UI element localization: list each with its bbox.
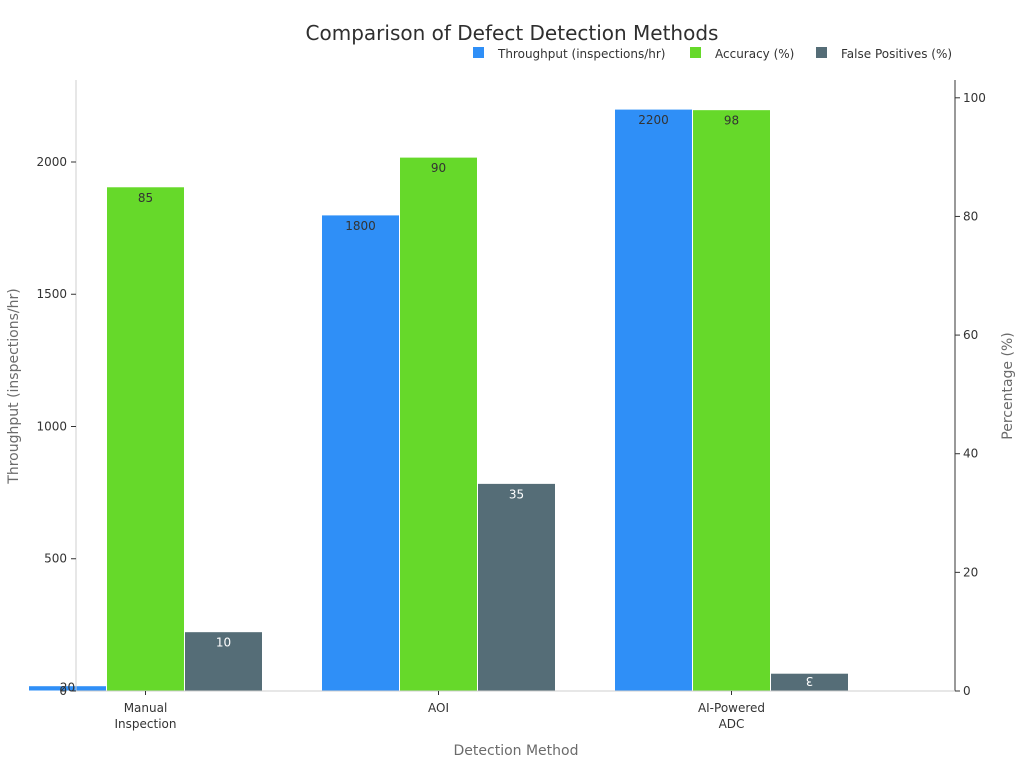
x-category-label: AI-Powered ADC (698, 701, 765, 731)
bar-value-label: 3 (806, 674, 814, 688)
y-axis-right-title: Percentage (%) (1000, 332, 1016, 439)
bar (321, 214, 400, 692)
x-category-label-line: AI-Powered (698, 701, 765, 715)
bar-value-label: 85 (138, 191, 153, 205)
y-left-tick-label: 1500 (36, 287, 67, 301)
y-right-tick-label: 40 (963, 447, 978, 461)
y-right-tick-label: 100 (963, 91, 986, 105)
y-left-tick-label: 2000 (36, 155, 67, 169)
y-right-tick-label: 80 (963, 209, 978, 223)
x-category-label-line: Inspection (115, 717, 177, 731)
x-category-label: AOI (428, 701, 449, 715)
y-right-tick-label: 60 (963, 328, 978, 342)
x-category-label: Manual Inspection (115, 701, 177, 731)
y-left-tick-label: 500 (44, 552, 67, 566)
bar-value-label: 10 (216, 636, 231, 650)
bar (399, 156, 478, 692)
x-category-label-line: Manual (124, 701, 168, 715)
legend-label: Accuracy (%) (715, 47, 794, 61)
y-left-tick-label: 0 (59, 684, 67, 698)
bar-value-label: 1800 (345, 219, 376, 233)
legend-label: Throughput (inspections/hr) (497, 47, 666, 61)
legend-label: False Positives (%) (841, 47, 952, 61)
legend: Throughput (inspections/hr) Accuracy (%) F… (473, 47, 952, 61)
y-left-tick-label: 1000 (36, 419, 67, 433)
bar-value-label: 35 (509, 487, 524, 501)
chart-title: Comparison of Defect Detection Methods (306, 21, 719, 45)
bar (477, 482, 556, 692)
x-category-label-line: ADC (719, 717, 745, 731)
legend-swatch (690, 47, 701, 58)
x-category-label-line: AOI (428, 701, 449, 715)
bar (692, 109, 771, 692)
y-axis-left-title: Throughput (inspections/hr) (6, 288, 22, 484)
bar-value-label: 98 (724, 114, 739, 128)
legend-swatch (473, 47, 484, 58)
bar (184, 631, 263, 692)
y-right-tick-label: 0 (963, 684, 971, 698)
bar-value-label: 90 (431, 161, 446, 175)
axes-group: 0 500 1000 1500 2000 0 20 40 60 80 100 Manual Inspec… (36, 80, 986, 731)
bar (106, 186, 185, 692)
bar (614, 108, 693, 692)
bar-value-label: 2200 (638, 113, 669, 127)
legend-swatch (816, 47, 827, 58)
x-axis-title: Detection Method (454, 743, 579, 759)
y-right-tick-label: 20 (963, 565, 978, 579)
